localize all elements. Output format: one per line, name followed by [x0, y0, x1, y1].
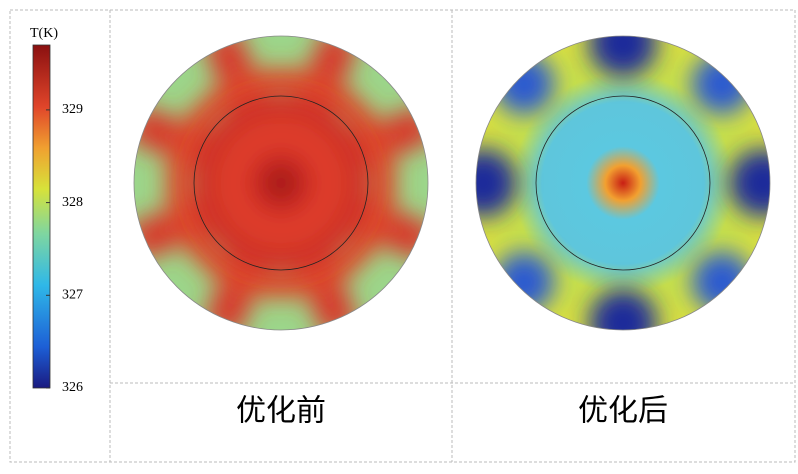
panel-label: 优化前 [236, 394, 326, 429]
tick-label: 329 [62, 102, 83, 117]
colorbar-title: T(K) [30, 26, 58, 41]
cold-spot [589, 36, 657, 77]
cold-spot [729, 149, 770, 217]
cold-spot [476, 149, 517, 217]
disk-before [134, 36, 428, 330]
tick-label: 327 [62, 288, 83, 303]
cold-spot [691, 54, 752, 115]
colorbar [32, 44, 51, 389]
cold-spot [494, 54, 555, 115]
cold-spot [691, 251, 752, 312]
panel-label: 优化后 [578, 394, 668, 429]
tick-label: 328 [62, 195, 83, 210]
tick-label: 326 [62, 380, 83, 395]
hot-ring [166, 68, 396, 298]
disk-after [476, 36, 770, 330]
cold-spot [589, 289, 657, 330]
cold-spot [494, 251, 555, 312]
frame [9, 9, 796, 463]
